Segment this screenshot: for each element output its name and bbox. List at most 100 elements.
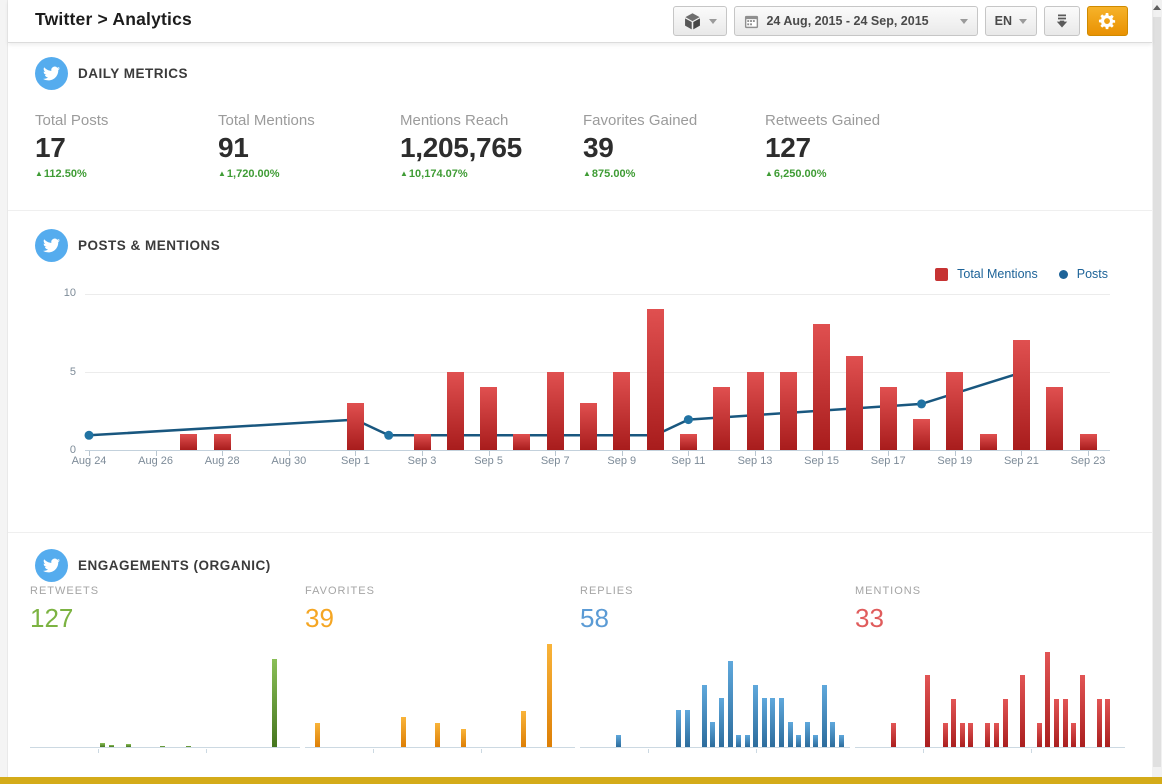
metric-mentions-reach: Mentions Reach 1,205,765 ▲10,174.07% <box>400 112 580 180</box>
chevron-down-icon <box>1019 18 1027 24</box>
metric-value: 1,205,765 <box>400 132 522 163</box>
page-title: Twitter > Analytics <box>35 9 192 29</box>
mentions-bar <box>1012 340 1030 450</box>
engagement-total: 39 <box>305 603 334 633</box>
replies-bar <box>744 734 750 747</box>
twitter-icon <box>35 549 68 582</box>
replies-bar <box>701 685 707 747</box>
x-axis-tick <box>621 451 623 456</box>
posts-legend-dot <box>1058 269 1068 279</box>
x-axis-tick <box>355 451 357 456</box>
chevron-down-icon <box>959 18 968 24</box>
favorites-bar <box>461 728 467 747</box>
x-axis-label: Sep 17 <box>870 455 906 467</box>
replies-bar <box>796 734 802 747</box>
engagement-total: 127 <box>30 603 74 633</box>
mentions-bar <box>213 434 231 450</box>
download-button[interactable] <box>1044 6 1080 36</box>
mini-axis <box>305 747 575 748</box>
metric-change: ▲112.50% <box>35 168 87 180</box>
x-axis-label: Aug 28 <box>204 455 240 467</box>
engagement-label: FAVORITES <box>305 585 375 597</box>
left-edge-strip <box>0 0 8 784</box>
calendar-icon <box>744 14 759 29</box>
mini-axis <box>580 747 850 748</box>
vertical-scrollbar[interactable] <box>1152 0 1162 777</box>
date-range-picker[interactable]: 24 Aug, 2015 - 24 Sep, 2015 <box>734 6 978 36</box>
metric-change: ▲1,720.00% <box>218 168 280 180</box>
mentions-bar <box>346 402 364 450</box>
favorites-bar <box>435 722 441 747</box>
engagement-label: RETWEETS <box>30 585 100 597</box>
x-axis-label: Sep 3 <box>407 455 437 467</box>
language-selector[interactable]: EN <box>984 6 1037 36</box>
mentions-bar <box>580 402 597 450</box>
x-axis-tick <box>288 451 290 456</box>
x-axis-tick <box>555 451 557 456</box>
mentions-bar <box>951 699 957 747</box>
mentions-bar <box>546 371 564 450</box>
chart-legend: Total Mentions Posts <box>935 267 1108 281</box>
x-axis-label: Aug 24 <box>71 455 107 467</box>
replies-bar <box>804 722 810 747</box>
mentions-bar <box>1019 675 1025 747</box>
section-title: ENGAGEMENTS (ORGANIC) <box>78 558 271 573</box>
y-axis-label: 0 <box>69 444 76 456</box>
up-triangle-icon: ▲ <box>35 169 43 178</box>
mentions-bar <box>946 371 964 450</box>
mentions-bar <box>646 308 664 450</box>
x-axis-label: Sep 5 <box>474 455 503 467</box>
x-axis-tick <box>488 451 490 456</box>
page-header: Twitter > Analytics 24 Aug, 2015 - 24 Se… <box>8 0 1152 43</box>
cube-icon <box>683 12 702 31</box>
x-axis-tick <box>422 451 423 456</box>
mini-axis-tick <box>372 749 374 753</box>
retweets-bar <box>100 743 106 747</box>
mini-chart-favorites <box>305 642 575 753</box>
mentions-bar <box>891 723 897 747</box>
x-axis-labels: Aug 24 Aug 26 Aug 28 Aug 30 Sep 1 Sep 3 Sep 5 S… <box>72 451 1110 471</box>
replies-bar <box>838 734 844 747</box>
metric-change: ▲10,174.07% <box>400 168 468 180</box>
x-axis-tick <box>222 451 224 456</box>
engagement-panel: RETWEETS 127 <box>30 585 302 753</box>
mentions-bar <box>1045 651 1051 747</box>
x-axis-tick <box>1088 451 1089 456</box>
mentions-bar <box>1105 699 1111 747</box>
replies-bar <box>770 697 776 747</box>
engagement-label: REPLIES <box>580 585 634 597</box>
gridline-5 <box>85 372 1110 373</box>
mini-axis-tick <box>480 749 482 753</box>
x-axis-tick <box>688 451 690 456</box>
mentions-bar <box>925 675 931 747</box>
network-selector-button[interactable] <box>673 6 728 36</box>
engagement-panel: REPLIES 58 <box>580 585 852 753</box>
scrollbar-thumb[interactable] <box>1153 17 1161 767</box>
settings-button[interactable] <box>1087 6 1128 36</box>
replies-bar <box>813 734 819 747</box>
mentions-bar <box>180 434 198 450</box>
x-axis-label: Sep 13 <box>737 455 773 467</box>
mini-axis-tick <box>922 749 924 753</box>
metric-value: 17 <box>35 132 66 163</box>
favorites-bar <box>315 722 321 747</box>
mentions-bar <box>879 387 897 450</box>
engagement-panel: MENTIONS 33 <box>855 585 1127 753</box>
x-axis-label: Sep 15 <box>804 455 840 467</box>
replies-bar <box>778 697 784 747</box>
up-triangle-icon: ▲ <box>765 169 773 178</box>
mini-axis-tick <box>755 749 757 753</box>
engagements-section: ENGAGEMENTS (ORGANIC) RETWEETS 127 FAVOR… <box>8 532 1152 772</box>
metric-label: Mentions Reach <box>400 112 509 129</box>
language-label: EN <box>994 14 1012 28</box>
engagement-panel: FAVORITES 39 <box>305 585 577 753</box>
x-axis-tick <box>1021 451 1023 456</box>
scroll-up-icon[interactable] <box>1153 5 1161 10</box>
x-axis-label: Sep 9 <box>607 455 637 467</box>
y-axis-labels: 0 5 10 <box>16 287 76 456</box>
mentions-bar <box>813 324 831 450</box>
favorites-bar <box>546 644 552 747</box>
x-axis-label: Sep 7 <box>540 455 570 467</box>
metric-label: Favorites Gained <box>583 112 698 129</box>
